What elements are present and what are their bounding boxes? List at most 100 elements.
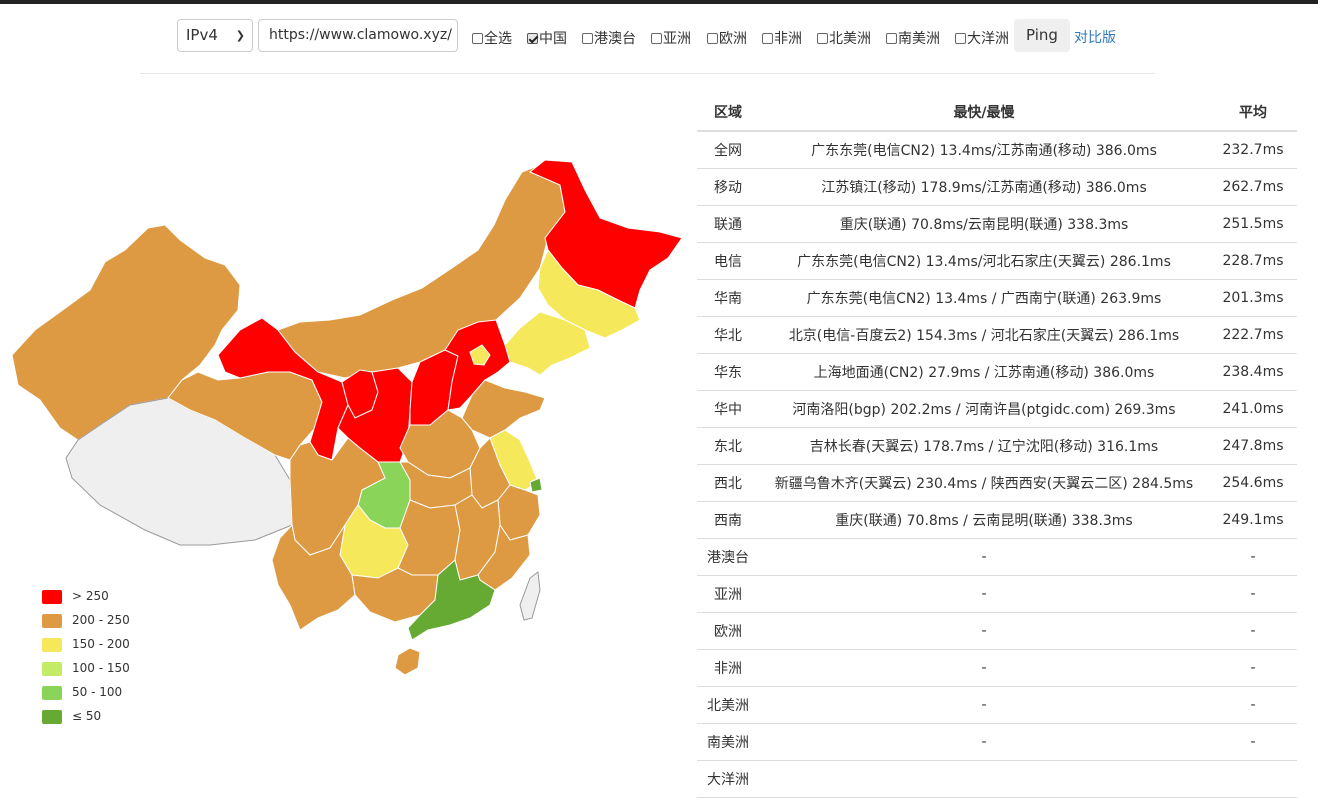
legend-swatch bbox=[42, 638, 62, 652]
url-input[interactable]: https://www.clamowo.xyz/ bbox=[258, 19, 458, 52]
checkbox-north-america[interactable] bbox=[817, 33, 828, 44]
cell-region: 亚洲 bbox=[697, 575, 759, 613]
cell-region: 西南 bbox=[697, 501, 759, 539]
filter-europe[interactable]: 欧洲 bbox=[707, 28, 747, 48]
cell-fastest-slowest: 河南洛阳(bgp) 202.2ms / 河南许昌(ptgidc.com) 269… bbox=[759, 390, 1209, 428]
cell-fastest-slowest: 广东东莞(电信CN2) 13.4ms/江苏南通(移动) 386.0ms bbox=[759, 131, 1209, 169]
table-row: 华北 北京(电信-百度云2) 154.3ms / 河北石家庄(天翼云) 286.1… bbox=[697, 316, 1297, 354]
table-row: 南美洲 - - bbox=[697, 723, 1297, 761]
legend-label: 200 - 250 bbox=[72, 613, 130, 627]
region-taiwan[interactable] bbox=[519, 571, 541, 621]
filter-all[interactable]: 全选 bbox=[472, 28, 512, 48]
cell-region: 电信 bbox=[697, 242, 759, 280]
table-row: 西北 新疆乌鲁木齐(天翼云) 230.4ms / 陕西西安(天翼云二区) 284.… bbox=[697, 464, 1297, 502]
filter-label: 欧洲 bbox=[719, 31, 747, 47]
checkbox-all[interactable] bbox=[472, 33, 483, 44]
region-beijing[interactable] bbox=[469, 344, 491, 366]
cell-fastest-slowest bbox=[759, 760, 1209, 798]
cell-average: - bbox=[1209, 649, 1297, 687]
table-row: 全网 广东东莞(电信CN2) 13.4ms/江苏南通(移动) 386.0ms 232… bbox=[697, 131, 1297, 169]
filter-oceania[interactable]: 大洋洲 bbox=[955, 28, 1009, 48]
cell-region: 华北 bbox=[697, 316, 759, 354]
cell-region: 华中 bbox=[697, 390, 759, 428]
filter-label: 中国 bbox=[539, 31, 567, 47]
cell-fastest-slowest: - bbox=[759, 612, 1209, 650]
protocol-select[interactable]: IPv4 ❯ bbox=[177, 19, 253, 52]
region-shanghai[interactable] bbox=[529, 477, 543, 493]
protocol-select-value: IPv4 bbox=[186, 26, 218, 44]
legend-swatch bbox=[42, 590, 62, 604]
filter-label: 亚洲 bbox=[663, 31, 691, 47]
cell-region: 大洋洲 bbox=[697, 760, 759, 798]
top-border bbox=[0, 0, 1318, 4]
cell-fastest-slowest: 江苏镇江(移动) 178.9ms/江苏南通(移动) 386.0ms bbox=[759, 168, 1209, 206]
filter-label: 大洋洲 bbox=[967, 31, 1009, 47]
legend-swatch bbox=[42, 662, 62, 676]
region-hebei[interactable] bbox=[444, 319, 511, 411]
cell-region: 南美洲 bbox=[697, 723, 759, 761]
table-row: 西南 重庆(联通) 70.8ms / 云南昆明(联通) 338.3ms 249.1m… bbox=[697, 501, 1297, 539]
ping-button[interactable]: Ping bbox=[1014, 19, 1070, 52]
checkbox-china[interactable] bbox=[527, 33, 538, 44]
cell-fastest-slowest: - bbox=[759, 723, 1209, 761]
cell-fastest-slowest: 新疆乌鲁木齐(天翼云) 230.4ms / 陕西西安(天翼云二区) 284.5m… bbox=[759, 464, 1209, 502]
cell-fastest-slowest: 广东东莞(电信CN2) 13.4ms/河北石家庄(天翼云) 286.1ms bbox=[759, 242, 1209, 280]
table-row: 华东 上海地面通(CN2) 27.9ms / 江苏南通(移动) 386.0ms 23… bbox=[697, 353, 1297, 391]
compare-link[interactable]: 对比版 bbox=[1074, 30, 1116, 46]
cell-fastest-slowest: 吉林长春(天翼云) 178.7ms / 辽宁沈阳(移动) 316.1ms bbox=[759, 427, 1209, 465]
cell-region: 联通 bbox=[697, 205, 759, 243]
cell-average: 262.7ms bbox=[1209, 168, 1297, 206]
checkbox-oceania[interactable] bbox=[955, 33, 966, 44]
filter-label: 非洲 bbox=[774, 31, 802, 47]
region-guangdong[interactable] bbox=[407, 559, 496, 641]
checkbox-south-america[interactable] bbox=[886, 33, 897, 44]
cell-fastest-slowest: - bbox=[759, 538, 1209, 576]
region-fujian[interactable] bbox=[477, 523, 531, 591]
checkbox-africa[interactable] bbox=[762, 33, 773, 44]
cell-average: - bbox=[1209, 612, 1297, 650]
filter-africa[interactable]: 非洲 bbox=[762, 28, 802, 48]
cell-fastest-slowest: 上海地面通(CN2) 27.9ms / 江苏南通(移动) 386.0ms bbox=[759, 353, 1209, 391]
table-row: 大洋洲 bbox=[697, 760, 1297, 798]
checkbox-hmt[interactable] bbox=[582, 33, 593, 44]
cell-average: - bbox=[1209, 686, 1297, 724]
cell-region: 全网 bbox=[697, 131, 759, 169]
legend-label: > 250 bbox=[72, 589, 109, 603]
table-row: 移动 江苏镇江(移动) 178.9ms/江苏南通(移动) 386.0ms 262.7… bbox=[697, 168, 1297, 206]
table-row: 港澳台 - - bbox=[697, 538, 1297, 576]
checkbox-europe[interactable] bbox=[707, 33, 718, 44]
filter-label: 港澳台 bbox=[594, 31, 636, 47]
cell-region: 港澳台 bbox=[697, 538, 759, 576]
cell-fastest-slowest: - bbox=[759, 686, 1209, 724]
china-latency-map bbox=[11, 159, 683, 676]
filter-south-america[interactable]: 南美洲 bbox=[886, 28, 940, 48]
cell-average: 232.7ms bbox=[1209, 131, 1297, 169]
cell-average bbox=[1209, 760, 1297, 798]
cell-average: - bbox=[1209, 723, 1297, 761]
legend-label: 50 - 100 bbox=[72, 685, 123, 699]
cell-region: 西北 bbox=[697, 464, 759, 502]
table-row: 东北 吉林长春(天翼云) 178.7ms / 辽宁沈阳(移动) 316.1ms 24… bbox=[697, 427, 1297, 465]
table-row: 电信 广东东莞(电信CN2) 13.4ms/河北石家庄(天翼云) 286.1ms 2… bbox=[697, 242, 1297, 280]
region-heilongjiang[interactable] bbox=[529, 159, 683, 309]
checkbox-asia[interactable] bbox=[651, 33, 662, 44]
table-header-row: 区域 最快/最慢 平均 bbox=[697, 93, 1297, 132]
filter-hmt[interactable]: 港澳台 bbox=[582, 28, 636, 48]
cell-average: 254.6ms bbox=[1209, 464, 1297, 502]
filter-north-america[interactable]: 北美洲 bbox=[817, 28, 871, 48]
region-hainan[interactable] bbox=[394, 647, 421, 676]
column-header-fastest-slowest: 最快/最慢 bbox=[759, 93, 1209, 132]
column-header-region: 区域 bbox=[697, 93, 759, 132]
cell-region: 华南 bbox=[697, 279, 759, 317]
legend-swatch bbox=[42, 686, 62, 700]
filter-china[interactable]: 中国 bbox=[527, 28, 567, 48]
filter-asia[interactable]: 亚洲 bbox=[651, 28, 691, 48]
region-jilin[interactable] bbox=[537, 249, 641, 339]
legend-label: ≤ 50 bbox=[72, 709, 102, 723]
toolbar: IPv4 ❯ https://www.clamowo.xyz/ 全选 中国 港澳… bbox=[0, 19, 1318, 53]
region-yunnan[interactable] bbox=[271, 523, 356, 631]
region-liaoning[interactable] bbox=[504, 311, 591, 376]
cell-average: 249.1ms bbox=[1209, 501, 1297, 539]
cell-fastest-slowest: 重庆(联通) 70.8ms / 云南昆明(联通) 338.3ms bbox=[759, 501, 1209, 539]
cell-average: 247.8ms bbox=[1209, 427, 1297, 465]
